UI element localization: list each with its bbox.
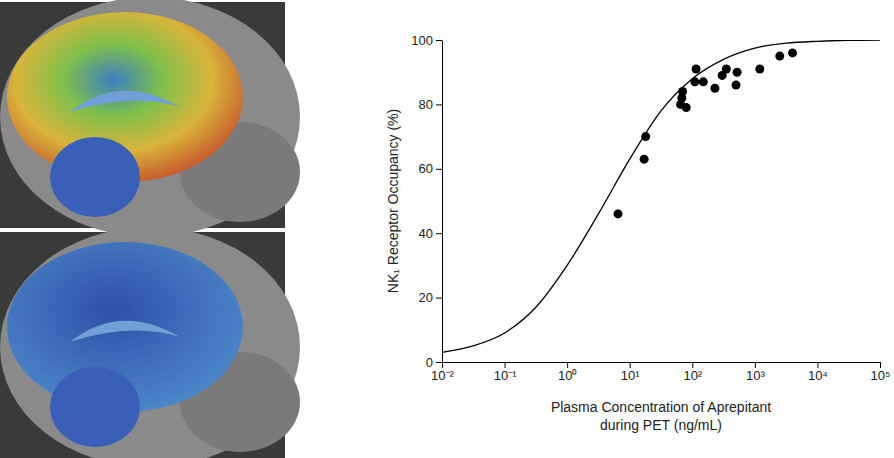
data-point	[788, 48, 797, 57]
chart: 10⁻² 10⁻¹ 10⁰ 10¹ 10² 10³ 10⁴ 10⁵ 0 20 40 60 80 100 Pl…	[385, 33, 890, 433]
y-tick-label: 0	[426, 355, 433, 370]
x-tick-label: 10³	[746, 368, 765, 383]
x-tick-mark	[442, 362, 443, 368]
x-axis-line	[443, 362, 881, 363]
y-tick-label: 40	[419, 226, 433, 241]
data-point	[699, 77, 708, 86]
y-tick-label: 20	[419, 290, 433, 305]
x-tick-label: 10⁻¹	[494, 368, 517, 383]
y-axis-title: NK₁ Receptor Occupancy (%)	[385, 109, 401, 293]
x-tick: 10⁵	[871, 362, 891, 383]
head	[0, 0, 300, 237]
y-tick: 0	[426, 355, 442, 370]
data-point	[614, 209, 623, 218]
x-tick: 10⁻¹	[494, 362, 517, 383]
y-tick: 100	[411, 33, 442, 48]
data-point	[710, 84, 719, 93]
corpus-callosum	[70, 91, 180, 112]
x-tick: 10⁴	[808, 362, 828, 383]
x-tick-label: 10¹	[621, 368, 640, 383]
x-tick-label: 10⁴	[808, 368, 828, 383]
cerebellum	[50, 137, 140, 217]
y-tick: 80	[419, 97, 442, 112]
data-point	[755, 64, 764, 73]
x-axis: 10⁻² 10⁻¹ 10⁰ 10¹ 10² 10³ 10⁴ 10⁵	[431, 362, 890, 383]
x-tick: 10¹	[621, 362, 640, 383]
figure: 10⁻² 10⁻¹ 10⁰ 10¹ 10² 10³ 10⁴ 10⁵ 0 20 40 60 80 100 Pl…	[0, 0, 894, 458]
corpus-callosum	[70, 321, 180, 342]
x-tick: 10²	[683, 362, 702, 383]
y-tick-mark	[436, 104, 442, 105]
y-tick-mark	[436, 233, 442, 234]
y-tick: 60	[419, 161, 442, 176]
pet-image	[0, 227, 300, 458]
y-axis-line	[442, 41, 443, 363]
x-tick-mark	[692, 362, 693, 368]
fit-curve	[442, 40, 880, 352]
data-point	[733, 68, 742, 77]
y-tick-mark	[436, 169, 442, 170]
head	[0, 227, 300, 458]
x-tick-mark	[505, 362, 506, 368]
data-point	[682, 103, 691, 112]
y-tick: 20	[419, 290, 442, 305]
x-axis-title: Plasma Concentration of Aprepitant	[551, 399, 771, 415]
y-tick-mark	[436, 40, 442, 41]
y-tick-label: 100	[411, 33, 433, 48]
y-tick-label: 60	[419, 161, 433, 176]
x-tick-label: 10²	[683, 368, 702, 383]
x-tick-label: 10⁰	[558, 368, 577, 383]
plot-marks	[442, 40, 880, 352]
x-tick: 10⁻²	[431, 362, 454, 383]
data-point	[692, 64, 701, 73]
x-axis-title: during PET (ng/mL)	[600, 417, 722, 433]
y-tick-label: 80	[419, 97, 433, 112]
cerebellum	[50, 367, 140, 447]
data-point	[722, 64, 731, 73]
y-tick-mark	[436, 362, 442, 363]
x-tick-mark	[817, 362, 818, 368]
y-axis: 0 20 40 60 80 100	[411, 33, 442, 370]
data-point	[640, 155, 649, 164]
data-point	[732, 81, 741, 90]
x-tick-label: 10⁵	[871, 368, 891, 383]
x-tick-mark	[630, 362, 631, 368]
data-point	[775, 52, 784, 61]
y-tick-mark	[436, 298, 442, 299]
data-point	[678, 87, 687, 96]
x-tick-label: 10⁻²	[431, 368, 454, 383]
x-tick: 10³	[746, 362, 765, 383]
x-tick: 10⁰	[558, 362, 577, 383]
x-tick-mark	[880, 362, 881, 368]
pet-image	[0, 0, 300, 237]
y-tick: 40	[419, 226, 442, 241]
x-tick-mark	[567, 362, 568, 368]
x-tick-mark	[755, 362, 756, 368]
